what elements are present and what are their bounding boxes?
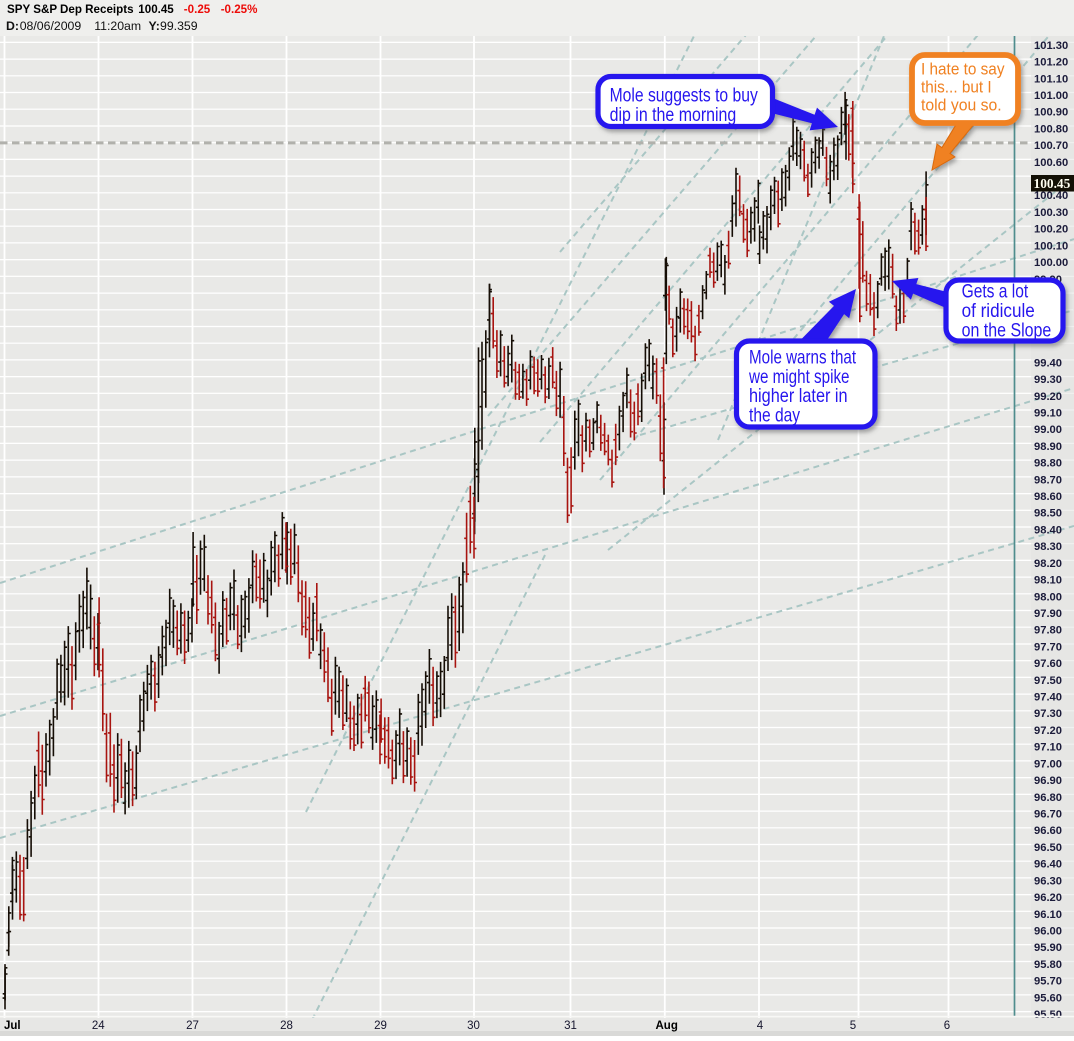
svg-text:higher later in: higher later in	[749, 385, 848, 407]
svg-text:96.80: 96.80	[1034, 792, 1062, 804]
svg-text:101.00: 101.00	[1034, 90, 1068, 102]
svg-text:97.40: 97.40	[1034, 692, 1062, 704]
svg-text:Mole suggests to buy: Mole suggests to buy	[610, 84, 758, 106]
svg-text:-0.25: -0.25	[184, 3, 211, 16]
svg-text:97.90: 97.90	[1034, 608, 1062, 620]
svg-text:97.10: 97.10	[1034, 742, 1062, 754]
svg-text:of ridicule: of ridicule	[962, 300, 1035, 322]
svg-text:96.50: 96.50	[1034, 842, 1062, 854]
svg-text:100.30: 100.30	[1034, 207, 1068, 219]
svg-text:29: 29	[374, 1020, 387, 1032]
svg-text:97.60: 97.60	[1034, 658, 1062, 670]
svg-text:99.40: 99.40	[1034, 357, 1062, 369]
svg-text:96.40: 96.40	[1034, 859, 1062, 871]
svg-text:97.80: 97.80	[1034, 625, 1062, 637]
svg-text:98.40: 98.40	[1034, 524, 1062, 536]
svg-text:Jul: Jul	[4, 1020, 21, 1032]
svg-text:I hate to say: I hate to say	[921, 60, 1005, 79]
svg-text:96.00: 96.00	[1034, 926, 1062, 938]
svg-text:96.60: 96.60	[1034, 825, 1062, 837]
svg-text:99.20: 99.20	[1034, 391, 1062, 403]
svg-text:100.40: 100.40	[1034, 190, 1068, 202]
svg-text:99.359: 99.359	[160, 19, 198, 33]
svg-text:97.00: 97.00	[1034, 758, 1062, 770]
svg-text:99.00: 99.00	[1034, 424, 1062, 436]
svg-text:98.30: 98.30	[1034, 541, 1062, 553]
svg-text:95.90: 95.90	[1034, 942, 1062, 954]
svg-text:96.30: 96.30	[1034, 875, 1062, 887]
svg-text:30: 30	[467, 1020, 480, 1032]
svg-text:27: 27	[186, 1020, 199, 1032]
svg-text:97.70: 97.70	[1034, 641, 1062, 653]
svg-text:98.80: 98.80	[1034, 458, 1062, 470]
svg-text:96.90: 96.90	[1034, 775, 1062, 787]
svg-text:24: 24	[92, 1020, 105, 1032]
svg-text:99.10: 99.10	[1034, 408, 1062, 420]
svg-text:99.30: 99.30	[1034, 374, 1062, 386]
svg-text:28: 28	[280, 1020, 293, 1032]
svg-text:98.10: 98.10	[1034, 575, 1062, 587]
svg-text:97.30: 97.30	[1034, 708, 1062, 720]
svg-text:100.80: 100.80	[1034, 123, 1068, 135]
svg-text:Mole warns that: Mole warns that	[749, 347, 857, 369]
svg-text:100.10: 100.10	[1034, 240, 1068, 252]
svg-text:100.70: 100.70	[1034, 140, 1068, 152]
svg-text:97.20: 97.20	[1034, 725, 1062, 737]
svg-text:101.10: 101.10	[1034, 73, 1068, 85]
svg-text:Aug: Aug	[656, 1020, 678, 1032]
svg-text:the day: the day	[749, 404, 800, 426]
svg-text:96.10: 96.10	[1034, 909, 1062, 921]
svg-text:96.70: 96.70	[1034, 809, 1062, 821]
svg-text:100.90: 100.90	[1034, 107, 1068, 119]
svg-text:100.00: 100.00	[1034, 257, 1068, 269]
svg-text:5: 5	[850, 1020, 856, 1032]
svg-text:Gets a lot: Gets a lot	[962, 281, 1029, 303]
svg-text:96.20: 96.20	[1034, 892, 1062, 904]
svg-text:98.60: 98.60	[1034, 491, 1062, 503]
svg-text:this... but I: this... but I	[921, 78, 992, 97]
svg-text:95.70: 95.70	[1034, 976, 1062, 988]
svg-text:95.80: 95.80	[1034, 959, 1062, 971]
svg-text:101.20: 101.20	[1034, 57, 1068, 69]
svg-text:we might spike: we might spike	[748, 366, 849, 388]
svg-text:dip in the morning: dip in the morning	[610, 104, 737, 126]
svg-text:100.45: 100.45	[1034, 176, 1071, 191]
svg-text:98.70: 98.70	[1034, 474, 1062, 486]
svg-text:on the Slope: on the Slope	[962, 319, 1052, 341]
svg-text:97.50: 97.50	[1034, 675, 1062, 687]
svg-text:told you so.: told you so.	[921, 96, 1002, 115]
svg-text:98.90: 98.90	[1034, 441, 1062, 453]
svg-text:SPY S&P Dep Receipts: SPY S&P Dep Receipts	[7, 3, 134, 16]
svg-text:100.20: 100.20	[1034, 224, 1068, 236]
svg-text:31: 31	[564, 1020, 577, 1032]
svg-text:100.60: 100.60	[1034, 157, 1068, 169]
svg-text:95.60: 95.60	[1034, 992, 1062, 1004]
svg-text:4: 4	[757, 1020, 764, 1032]
svg-text:11:20am: 11:20am	[94, 19, 141, 33]
svg-text:98.50: 98.50	[1034, 508, 1062, 520]
svg-text:98.20: 98.20	[1034, 558, 1062, 570]
svg-text:101.30: 101.30	[1034, 40, 1068, 52]
svg-text:98.00: 98.00	[1034, 591, 1062, 603]
svg-text:6: 6	[944, 1020, 950, 1032]
svg-text:08/06/2009: 08/06/2009	[20, 19, 82, 33]
svg-text:D:: D:	[6, 19, 19, 33]
svg-text:Y:: Y:	[149, 19, 160, 33]
svg-text:100.45: 100.45	[138, 3, 174, 16]
svg-text:-0.25%: -0.25%	[221, 3, 258, 16]
